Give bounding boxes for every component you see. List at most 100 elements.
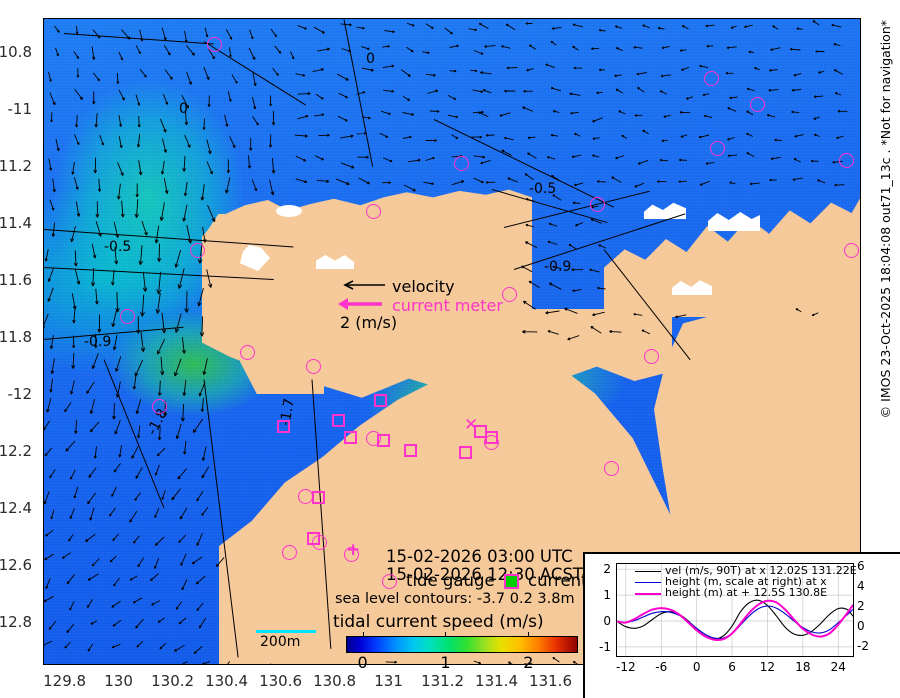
x-axis-tick-label: 131.4 — [475, 672, 519, 690]
y-axis-tick-label: -11.8 — [0, 328, 32, 347]
tide-gauge-marker[interactable] — [454, 156, 469, 171]
tide-gauge-marker[interactable] — [750, 97, 765, 112]
timeseries-x-tick-label: 18 — [795, 660, 811, 674]
legend-current-label: current — [528, 571, 588, 590]
x-axis-tick-label: 131.2 — [421, 672, 465, 690]
y-axis-tick-label: -12 — [7, 385, 33, 404]
timeseries-right-tick-label: 6 — [857, 559, 865, 573]
x-axis-tick-label: 130.2 — [151, 672, 195, 690]
tide-gauge-marker[interactable] — [240, 345, 255, 360]
timeseries-x-tick-label: -12 — [616, 660, 636, 674]
tide-gauge-marker[interactable] — [502, 287, 517, 302]
timeseries-curves — [617, 564, 853, 656]
current-meter-key-arrow — [338, 298, 382, 310]
x-axis-tick-label: 130.6 — [259, 672, 303, 690]
tide-gauge-marker[interactable] — [282, 545, 297, 560]
velocity-scale-label: 2 (m/s) — [340, 313, 398, 332]
tide-gauge-marker[interactable] — [190, 243, 205, 258]
y-axis-tick-label: -12.2 — [0, 442, 32, 461]
contour-label: -0.5 — [104, 239, 132, 255]
timestamp-utc: 15-02-2026 03:00 UTC — [386, 547, 573, 566]
contour-label: -0.9 — [84, 334, 112, 350]
timeseries-x-tick-label: 24 — [830, 660, 846, 674]
current-meter-marker[interactable] — [277, 420, 290, 433]
tide-gauge-marker[interactable] — [844, 243, 859, 258]
timeseries-left-tick-label: 2 — [603, 562, 611, 577]
x-axis-tick-label: 129.8 — [43, 672, 87, 690]
tide-gauge-marker[interactable] — [306, 359, 321, 374]
timestamp-local: 15-02-2026 12:30 ACST — [386, 565, 584, 584]
tide-gauge-marker[interactable] — [298, 489, 313, 504]
contour-label: -0.5 — [529, 181, 557, 197]
timeseries-plot-area[interactable] — [616, 563, 854, 657]
tide-gauge-marker[interactable] — [366, 431, 381, 446]
reef-patch-east — [708, 212, 760, 231]
timeseries-legend-label: vel (m/s, 90T) at x 12.02S 131.22E — [665, 564, 857, 577]
reef-patch-north — [276, 205, 302, 217]
timeseries-legend-label: height (m, scale at right) at x — [665, 575, 827, 588]
tide-gauge-marker[interactable] — [839, 153, 854, 168]
current-meter-marker[interactable] — [312, 491, 325, 504]
tide-gauge-marker[interactable] — [120, 309, 135, 324]
timeseries-right-tick-label: 2 — [857, 599, 865, 613]
y-axis-tick-label: -10.8 — [0, 43, 32, 62]
colorbar-tick — [445, 632, 447, 637]
current-meter-marker[interactable] — [332, 414, 345, 427]
x-axis-tick-label: 131 — [374, 672, 403, 690]
colorbar-tick-label: 0 — [357, 653, 368, 672]
legend-tide-gauge-icon — [382, 574, 397, 589]
colorbar-tick-label: 1 — [440, 653, 451, 672]
tide-gauge-marker[interactable] — [604, 461, 619, 476]
x-axis-tick-label: 130.4 — [205, 672, 249, 690]
current-meter-marker[interactable] — [459, 446, 472, 459]
timeseries-x-tick-label: 12 — [759, 660, 776, 674]
x-axis-tick-label: 131.6 — [529, 672, 573, 690]
current-meter-cross-marker[interactable]: + — [346, 540, 361, 560]
y-axis-tick-label: -12.8 — [0, 613, 32, 632]
current-meter-key-label: current meter — [392, 296, 503, 315]
tide-gauge-marker[interactable] — [344, 547, 359, 562]
scale-bar-line — [256, 630, 316, 633]
timeseries-x-tick-label: 6 — [728, 660, 736, 674]
tide-gauge-marker[interactable] — [366, 204, 381, 219]
scale-bar-label: 200m — [260, 634, 301, 650]
current-meter-cross-marker[interactable]: ✕ — [464, 415, 479, 435]
tide-gauge-marker[interactable] — [207, 37, 222, 52]
x-axis-tick-label: 130 — [104, 672, 133, 690]
timeseries-inset-panel[interactable]: -1 0 1 2 -2 0 2 4 6 -12 -6 0 6 12 18 24 vel (m/s, 90T… — [583, 552, 900, 698]
reef-patch-central-bay — [316, 255, 354, 269]
current-meter-marker[interactable] — [404, 444, 417, 457]
current-meter-marker[interactable] — [474, 425, 487, 438]
y-axis-tick-label: -12.4 — [0, 499, 32, 518]
tide-gauge-marker[interactable] — [590, 197, 605, 212]
velocity-key-arrow — [343, 280, 385, 290]
tide-gauge-marker[interactable] — [710, 141, 725, 156]
sea-level-contours-note: sea level contours: -3.7 0.2 3.8m — [335, 591, 575, 607]
tide-gauge-marker[interactable] — [484, 435, 499, 450]
y-axis-tick-label: -11.4 — [0, 214, 32, 233]
y-axis-tick-label: -12.6 — [0, 556, 32, 575]
current-meter-marker[interactable] — [344, 431, 357, 444]
current-meter-marker[interactable] — [307, 532, 320, 545]
reef-patch-se — [672, 280, 712, 295]
timeseries-left-tick-label: 0 — [603, 614, 611, 628]
colorbar-tick — [528, 632, 530, 637]
timeseries-legend-swatch — [635, 593, 661, 595]
tide-gauge-marker[interactable] — [152, 399, 167, 414]
land-island-mid — [440, 411, 470, 425]
colorbar-gradient — [346, 636, 578, 653]
velocity-key-label: velocity — [392, 277, 455, 296]
tide-gauge-marker[interactable] — [704, 71, 719, 86]
x-axis-tick-label: 130.8 — [313, 672, 357, 690]
colorbar-title: tidal current speed (m/s) — [333, 612, 544, 632]
current-meter-marker[interactable] — [377, 434, 390, 447]
tide-gauge-marker[interactable] — [644, 349, 659, 364]
timeseries-x-tick-label: 0 — [692, 660, 701, 674]
timeseries-legend-swatch — [635, 582, 661, 583]
timeseries-left-tick-label: -1 — [599, 639, 611, 654]
reef-patch-ne — [644, 202, 686, 219]
legend-current-icon — [504, 574, 519, 589]
timeseries-right-tick-label: 0 — [857, 619, 865, 633]
current-meter-marker[interactable] — [374, 394, 387, 407]
